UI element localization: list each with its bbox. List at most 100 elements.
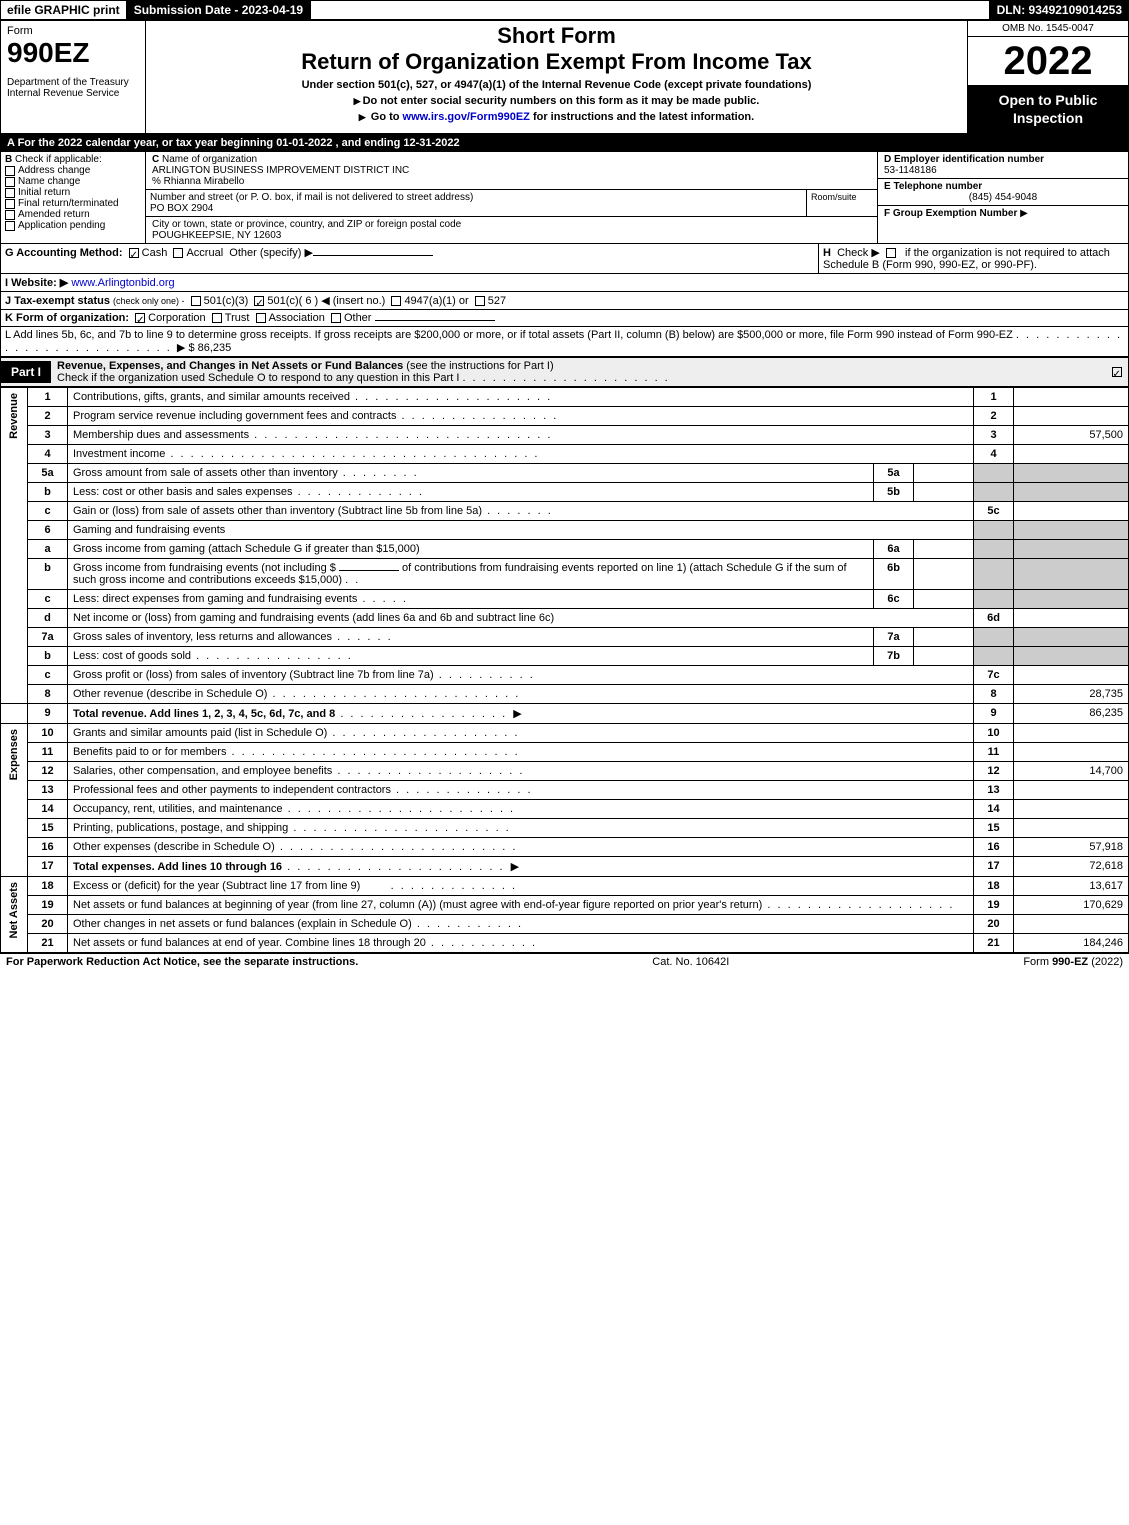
form-header: Form 990EZ Department of the Treasury In… [0,20,1129,134]
topbar-spacer [310,0,989,20]
l20-text: Other changes in net assets or fund bala… [68,915,974,934]
other-line[interactable] [313,255,433,256]
l6b-blank[interactable] [339,570,399,571]
l7b-mid: 7b [874,647,914,666]
efile-print[interactable]: efile GRAPHIC print [0,0,127,20]
h-block: H Check ▶ if the organization is not req… [818,244,1128,273]
chk-accrual[interactable] [173,248,183,258]
l11-rn: 11 [974,743,1014,762]
street-lbl-text: Number and street (or P. O. box, if mail… [150,192,473,203]
e-label: E Telephone number [884,181,982,192]
j-row: J Tax-exempt status (check only one) - 5… [0,292,1129,310]
l14-val [1014,800,1129,819]
chk-amended[interactable] [5,210,15,220]
g-accounting: G Accounting Method: Cash Accrual Other … [1,244,818,273]
l5c-num: c [28,502,68,521]
l12-num: 12 [28,762,68,781]
chk-h[interactable] [886,248,896,258]
l14-text: Occupancy, rent, utilities, and maintena… [68,800,974,819]
ein-value: 53-1148186 [884,165,937,176]
chk-cash[interactable] [129,248,139,258]
chk-assoc[interactable] [256,313,266,323]
website-link[interactable]: www.Arlingtonbid.org [71,277,174,289]
l8-val: 28,735 [1014,685,1129,704]
l10-text: Grants and similar amounts paid (list in… [68,724,974,743]
l14-num: 14 [28,800,68,819]
l12-rn: 12 [974,762,1014,781]
chk-527[interactable] [475,296,485,306]
h-check-label: Check ▶ [837,247,880,259]
part1-tab: Part I [1,361,51,383]
chk-501c[interactable] [254,296,264,306]
submission-date: Submission Date - 2023-04-19 [127,0,310,20]
l9-rn: 9 [974,704,1014,724]
l5a-midv [914,464,974,483]
chk-other-org[interactable] [331,313,341,323]
k-label: K Form of organization: [5,312,129,324]
l16-val: 57,918 [1014,838,1129,857]
l21-num: 21 [28,934,68,953]
phone-value: (845) 454-9048 [884,192,1122,203]
j-sub: (check only one) - [113,296,185,306]
city-label: City or town, state or province, country… [152,219,461,230]
f-label: F Group Exemption Number [884,208,1017,219]
l6c-num: c [28,590,68,609]
l9-text: Total revenue. Add lines 1, 2, 3, 4, 5c,… [68,704,974,724]
chk-final[interactable] [5,199,15,209]
l1-val [1014,388,1129,407]
l6c-midv [914,590,974,609]
footer-left: For Paperwork Reduction Act Notice, see … [6,956,358,968]
goto-link[interactable]: www.irs.gov/Form990EZ [403,111,530,123]
org-info-row: B Check if applicable: Address change Na… [0,152,1129,244]
other-org-line[interactable] [375,320,495,321]
l20-num: 20 [28,915,68,934]
street-block: Number and street (or P. O. box, if mail… [146,190,877,217]
l5a-text: Gross amount from sale of assets other t… [68,464,874,483]
l3-num: 3 [28,426,68,445]
page-footer: For Paperwork Reduction Act Notice, see … [0,953,1129,970]
l2-val [1014,407,1129,426]
l6b-t1: Gross income from fundraising events (no… [73,562,336,574]
chk-4947[interactable] [391,296,401,306]
l5b-shade2 [1014,483,1129,502]
l8-text: Other revenue (describe in Schedule O) .… [68,685,974,704]
l18-rn: 18 [974,877,1014,896]
chk-pending[interactable] [5,221,15,231]
chk-501c3[interactable] [191,296,201,306]
l7b-num: b [28,647,68,666]
l-block: L Add lines 5b, 6c, and 7b to line 9 to … [1,327,1128,356]
top-bar: efile GRAPHIC print Submission Date - 20… [0,0,1129,20]
lbl-corp: Corporation [148,312,205,324]
l9-num: 9 [28,704,68,724]
chk-address-change[interactable] [5,166,15,176]
l7c-rn: 7c [974,666,1014,685]
j-label: J Tax-exempt status [5,295,110,307]
lbl-assoc: Association [269,312,325,324]
l20-val [1014,915,1129,934]
chk-name-change[interactable] [5,177,15,187]
chk-initial[interactable] [5,188,15,198]
l17-rn: 17 [974,857,1014,877]
footer-right-pre: Form [1023,956,1052,968]
header-center: Short Form Return of Organization Exempt… [146,21,968,133]
short-form-title: Short Form [154,23,959,49]
open-to-public: Open to Public Inspection [968,85,1128,133]
footer-mid: Cat. No. 10642I [652,956,729,968]
chk-corp[interactable] [135,313,145,323]
l11-num: 11 [28,743,68,762]
l7c-text: Gross profit or (loss) from sales of inv… [68,666,974,685]
l21-text: Net assets or fund balances at end of ye… [68,934,974,953]
part1-chkbox[interactable] [1108,366,1128,378]
l-row: L Add lines 5b, 6c, and 7b to line 9 to … [0,327,1129,357]
goto-line: Go to www.irs.gov/Form990EZ for instruct… [154,111,959,123]
l13-val [1014,781,1129,800]
l15-val [1014,819,1129,838]
l6b-midv [914,559,974,590]
part1-title: Revenue, Expenses, and Changes in Net As… [51,358,1108,386]
l2-num: 2 [28,407,68,426]
ein-block: D Employer identification number 53-1148… [878,152,1128,179]
d-label: D Employer identification number [884,154,1044,165]
l8-num: 8 [28,685,68,704]
l5b-num: b [28,483,68,502]
chk-trust[interactable] [212,313,222,323]
